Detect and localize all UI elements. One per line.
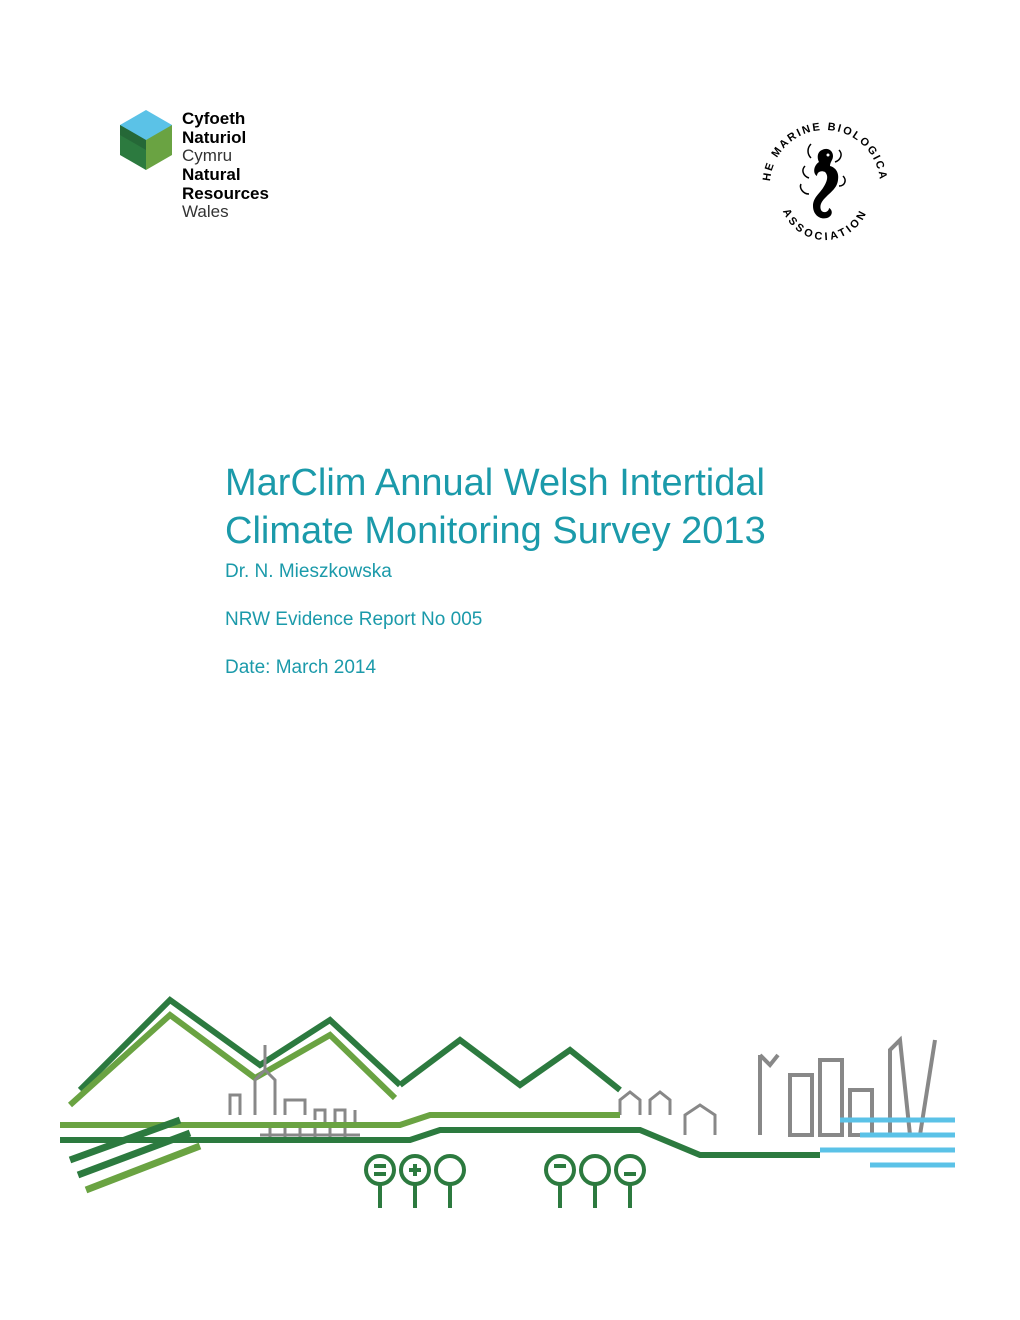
mba-seahorse-icon: THE MARINE BIOLOGICAL ASSOCIATION	[750, 110, 900, 260]
nrw-logo-text: Cyfoeth Naturiol Cymru Natural Resources…	[182, 110, 269, 222]
landscape-icon	[60, 960, 960, 1220]
nrw-line5: Resources	[182, 185, 269, 204]
nrw-hexagon-icon	[120, 110, 172, 170]
footer-landscape-graphic	[60, 960, 960, 1220]
report-number: NRW Evidence Report No 005	[225, 609, 900, 631]
nrw-logo: Cyfoeth Naturiol Cymru Natural Resources…	[120, 110, 269, 222]
report-author: Dr. N. Mieszkowska	[225, 561, 900, 583]
content-block: MarClim Annual Welsh Intertidal Climate …	[225, 460, 900, 679]
report-date: Date: March 2014	[225, 657, 900, 679]
nrw-line3: Cymru	[182, 147, 269, 166]
report-title: MarClim Annual Welsh Intertidal Climate …	[225, 460, 900, 555]
nrw-line2: Naturiol	[182, 129, 269, 148]
nrw-line6: Wales	[182, 203, 269, 222]
header-logos: Cyfoeth Naturiol Cymru Natural Resources…	[120, 110, 900, 260]
nrw-line1: Cyfoeth	[182, 110, 269, 129]
mba-logo: THE MARINE BIOLOGICAL ASSOCIATION	[750, 110, 900, 260]
nrw-line4: Natural	[182, 166, 269, 185]
